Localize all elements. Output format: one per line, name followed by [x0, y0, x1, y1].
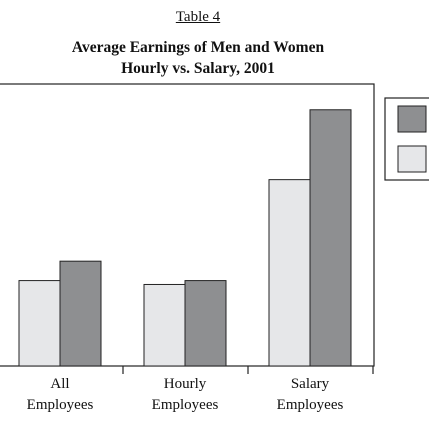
x-tick-label-2: Hourly Employees — [152, 376, 219, 413]
bar-series-1-category-2 — [143, 283, 186, 367]
legend — [384, 97, 429, 181]
bar-series-2-category-1 — [59, 260, 102, 367]
chart-subtitle: Hourly vs. Salary, 2001 — [121, 60, 275, 77]
bar-series-1-category-3 — [268, 179, 311, 367]
chart-title: Average Earnings of Men and Women — [71, 39, 325, 56]
chart-caption: Table 4 — [175, 9, 221, 25]
bar-series-1-category-1 — [18, 280, 61, 367]
x-axis-labels: All Employees Hourly Employees Salary Employe… — [27, 376, 344, 413]
legend-swatch-series-1 — [397, 145, 427, 173]
bar-series-2-category-2 — [184, 280, 227, 367]
x-axis-ticks — [122, 366, 374, 374]
x-tick-label-1: All Employees — [27, 376, 94, 413]
bar-series-2-category-3 — [309, 109, 352, 367]
bars-group — [18, 109, 352, 367]
x-tick-label-3: Salary Employees — [277, 376, 344, 413]
legend-swatch-series-2 — [397, 105, 427, 133]
